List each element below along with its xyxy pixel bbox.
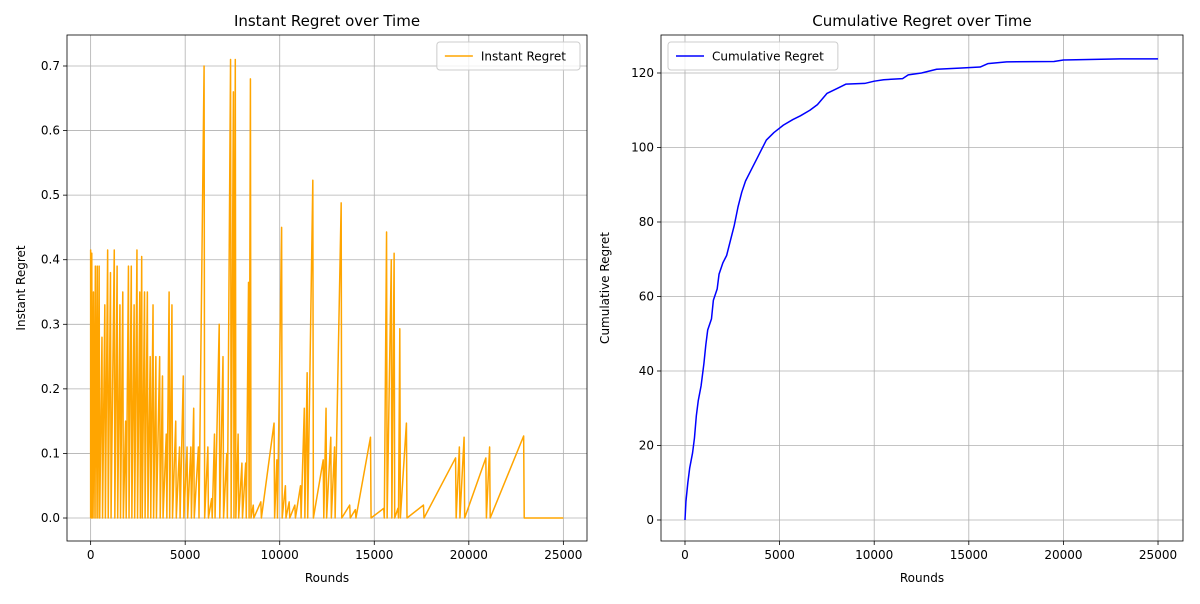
plot-frame (660, 34, 1184, 542)
x-tick-label: 20000 (1044, 548, 1082, 562)
legend: Cumulative Regret (667, 41, 839, 71)
y-tick-label: 80 (639, 215, 654, 229)
y-tick-label: 60 (639, 289, 654, 303)
x-tick-label: 25000 (544, 548, 582, 562)
y-tick-label: 0.6 (41, 124, 60, 138)
data-line (89, 58, 564, 519)
x-tick-label: 0 (681, 548, 689, 562)
data-line (684, 58, 1159, 521)
x-tick-label: 5000 (764, 548, 795, 562)
y-tick-label: 120 (631, 66, 654, 80)
y-tick-label: 0.5 (41, 188, 60, 202)
y-tick-label: 0.0 (41, 511, 60, 525)
y-tick-label: 0.4 (41, 253, 60, 267)
y-axis-label: Instant Regret (14, 245, 28, 330)
x-tick-label: 15000 (950, 548, 988, 562)
x-tick-label: 15000 (355, 548, 393, 562)
plot-frame (66, 34, 588, 542)
x-axis-label: Rounds (900, 571, 944, 585)
y-tick-label: 40 (639, 364, 654, 378)
legend-label: Instant Regret (481, 50, 566, 64)
legend-box (667, 41, 839, 71)
x-tick-label: 10000 (855, 548, 893, 562)
y-tick-label: 0.2 (41, 382, 60, 396)
y-tick-label: 0.1 (41, 446, 60, 460)
y-tick-label: 100 (631, 140, 654, 154)
chart-title: Cumulative Regret over Time (812, 12, 1032, 30)
x-tick-label: 10000 (261, 548, 299, 562)
legend-box (436, 41, 581, 71)
x-tick-label: 5000 (170, 548, 201, 562)
y-tick-label: 0.3 (41, 317, 60, 331)
chart-title: Instant Regret over Time (234, 12, 420, 30)
x-tick-label: 25000 (1139, 548, 1177, 562)
x-tick-label: 0 (87, 548, 95, 562)
legend-label: Cumulative Regret (712, 50, 824, 64)
y-tick-label: 0.7 (41, 59, 60, 73)
y-tick-label: 20 (639, 438, 654, 452)
y-axis-label: Cumulative Regret (598, 232, 612, 344)
x-axis-label: Rounds (305, 571, 349, 585)
legend: Instant Regret (436, 41, 581, 71)
x-tick-label: 20000 (450, 548, 488, 562)
y-tick-label: 0 (646, 513, 654, 527)
